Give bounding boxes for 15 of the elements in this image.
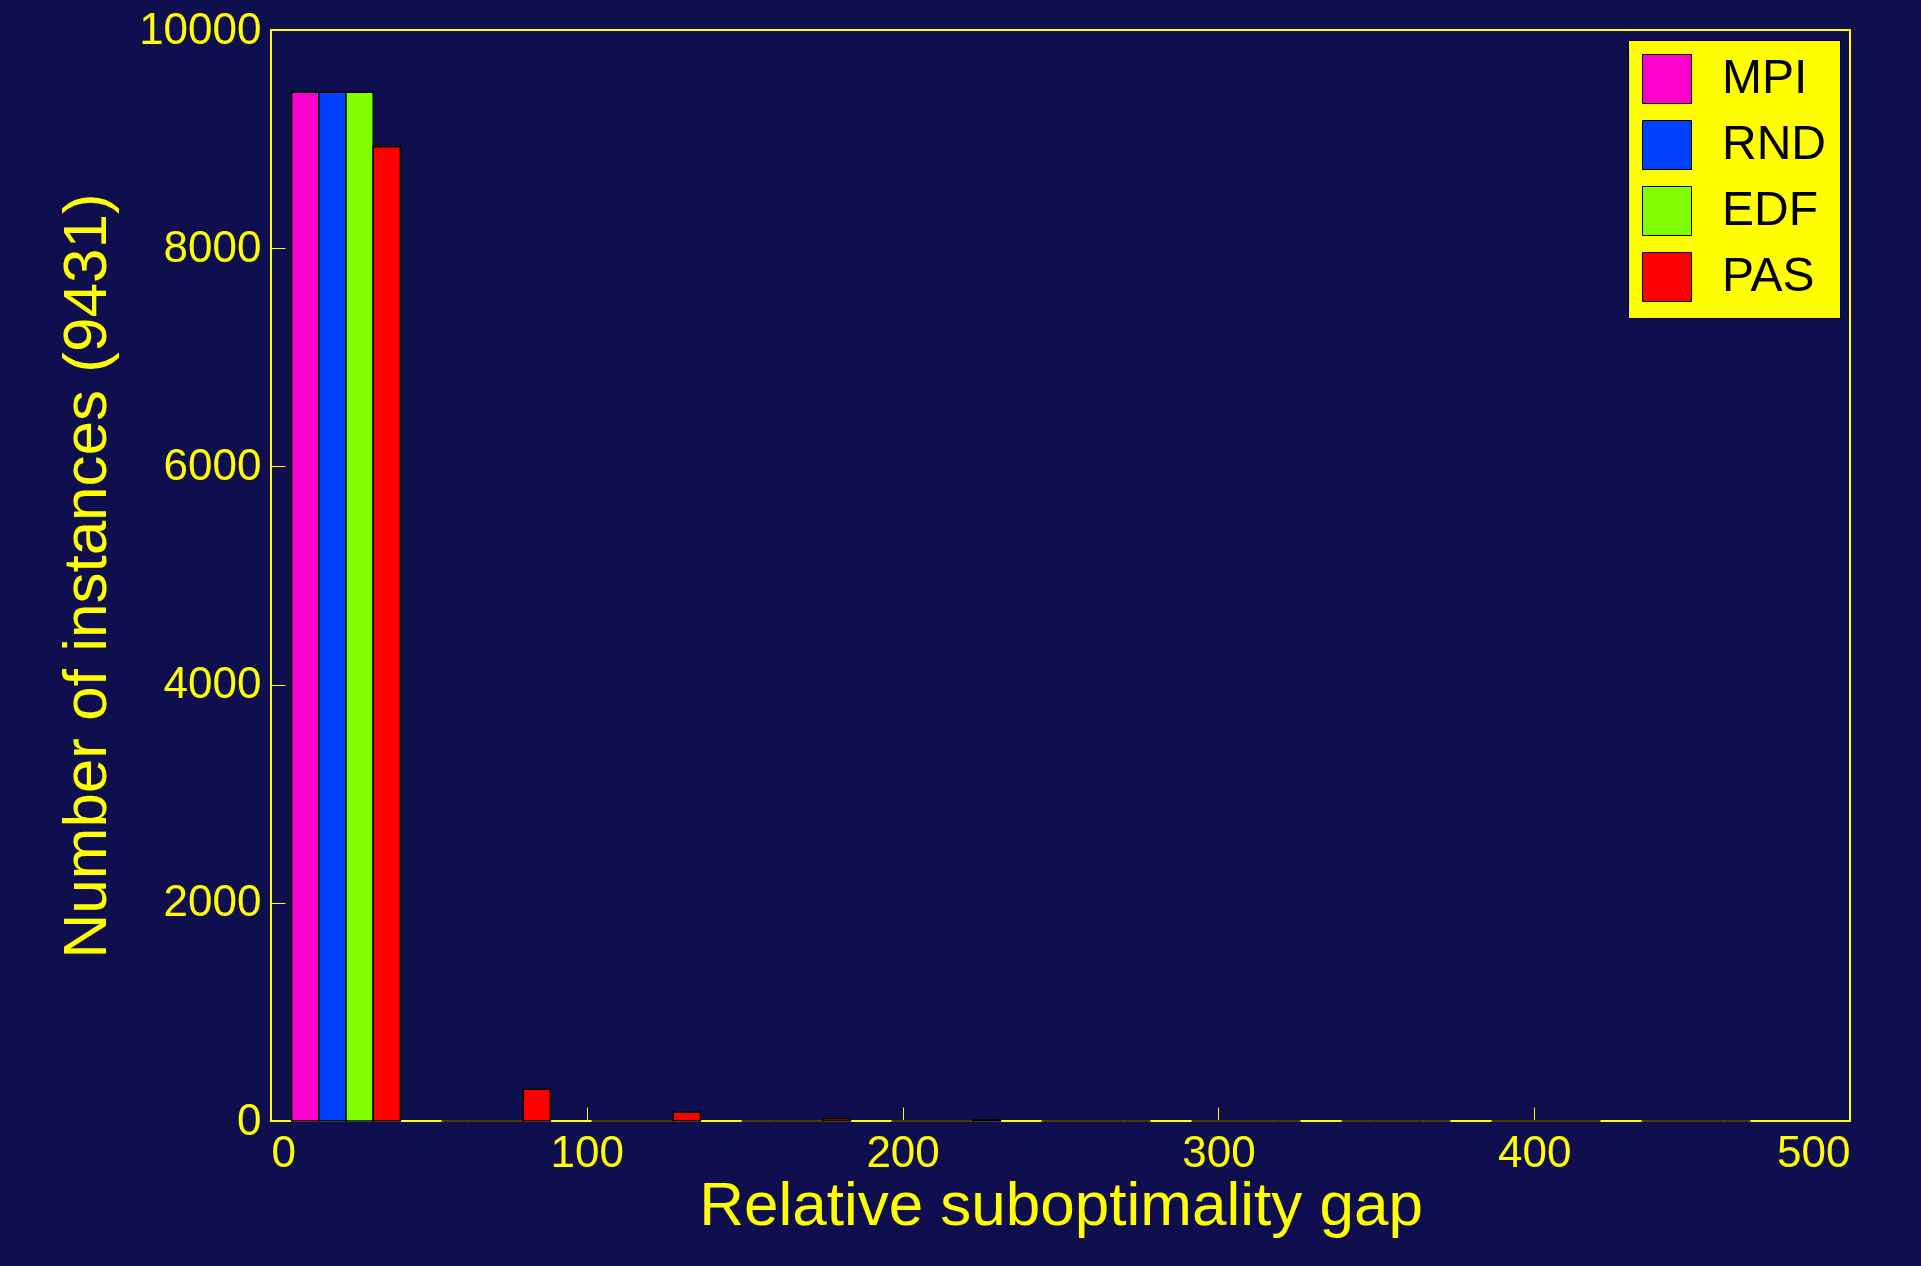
legend-label: PAS xyxy=(1722,248,1815,301)
legend-label: EDF xyxy=(1722,182,1818,235)
x-tick-label: 500 xyxy=(1777,1126,1851,1176)
y-tick-label: 4000 xyxy=(163,658,262,708)
x-tick-label: 100 xyxy=(550,1126,625,1176)
y-tick-label: 2000 xyxy=(163,876,262,926)
legend-label: MPI xyxy=(1722,50,1808,103)
y-tick-label: 6000 xyxy=(163,439,262,489)
legend-label: RND xyxy=(1722,116,1826,169)
y-tick-label: 0 xyxy=(237,1094,262,1144)
y-tick-label: 10000 xyxy=(139,3,262,53)
x-tick-label: 0 xyxy=(271,1126,296,1176)
y-tick-label: 8000 xyxy=(163,221,262,271)
y-axis-title: Number of instances (9431) xyxy=(50,193,120,959)
x-tick-label: 400 xyxy=(1497,1126,1572,1176)
